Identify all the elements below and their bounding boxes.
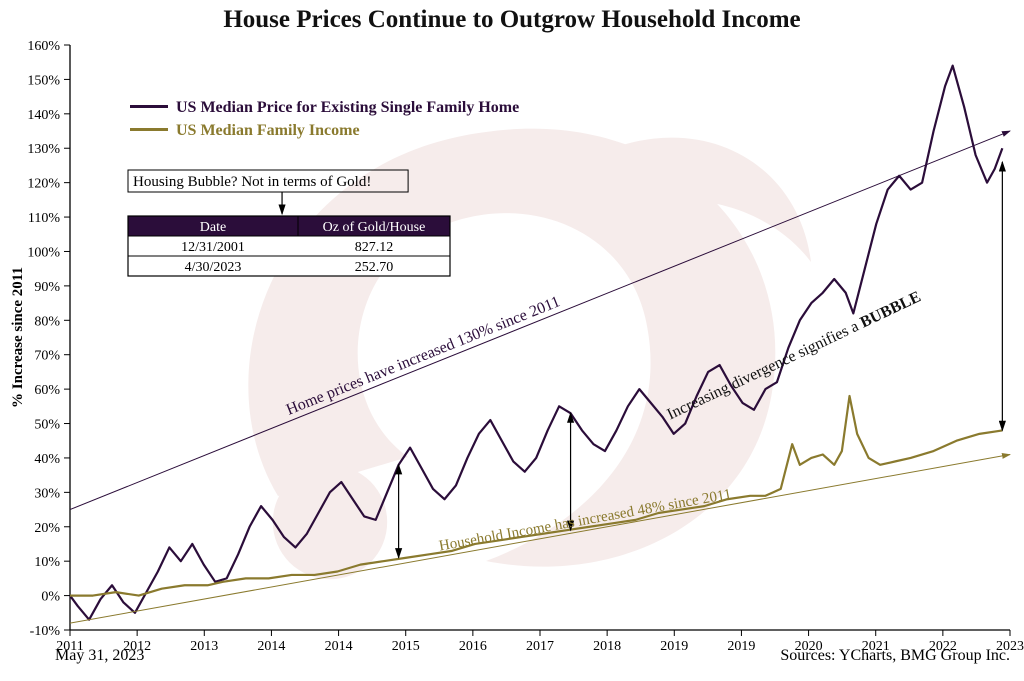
y-tick-label: 130% xyxy=(27,142,60,157)
x-tick-label: 2017 xyxy=(526,639,554,654)
x-tick-label: 2014 xyxy=(325,639,353,654)
x-tick-label: 2019 xyxy=(660,639,688,654)
table-row xyxy=(128,236,450,256)
y-tick-label: 120% xyxy=(27,177,60,192)
x-tick-label: 2013 xyxy=(190,639,218,654)
y-tick-label: 110% xyxy=(28,211,60,226)
footer-sources: Sources: YCharts, BMG Group Inc. xyxy=(780,647,1010,664)
y-tick-label: 100% xyxy=(27,245,60,260)
y-tick-label: 60% xyxy=(34,383,60,398)
y-tick-label: 150% xyxy=(27,73,60,88)
y-tick-label: 160% xyxy=(27,39,60,54)
y-tick-label: 20% xyxy=(34,521,60,536)
table-cell: 4/30/2023 xyxy=(185,260,242,275)
table-cell: 12/31/2001 xyxy=(181,240,245,255)
y-tick-label: 30% xyxy=(34,486,60,501)
y-axis-label: % Increase since 2011 xyxy=(10,267,26,408)
x-tick-label: 2016 xyxy=(459,639,487,654)
footer-date: May 31, 2023 xyxy=(55,647,144,664)
x-tick-label: 2015 xyxy=(392,639,420,654)
table-cell: 827.12 xyxy=(355,240,394,255)
watermark xyxy=(248,129,811,580)
x-tick-label: 2019 xyxy=(727,639,755,654)
y-tick-label: 40% xyxy=(34,452,60,467)
y-tick-label: 140% xyxy=(27,108,60,123)
y-tick-label: 70% xyxy=(34,349,60,364)
legend-label: US Median Family Income xyxy=(176,122,360,139)
y-tick-label: 0% xyxy=(41,590,60,605)
legend-label: US Median Price for Existing Single Fami… xyxy=(176,99,519,116)
y-tick-label: -10% xyxy=(30,624,61,639)
table-row xyxy=(128,256,450,276)
y-tick-label: 10% xyxy=(34,555,60,570)
y-tick-label: 90% xyxy=(34,280,60,295)
table-col-header: Date xyxy=(200,220,226,235)
y-tick-label: 50% xyxy=(34,418,60,433)
callout-text: Housing Bubble? Not in terms of Gold! xyxy=(133,174,371,190)
trend-income_trend xyxy=(70,455,1010,624)
x-tick-label: 2014 xyxy=(257,639,285,654)
chart-canvas: -10% 0% 10% 20% 30% 40% 50% 60% 70% 80% 90% 100% 110… xyxy=(0,0,1024,681)
y-tick-label: 80% xyxy=(34,314,60,329)
x-tick-label: 2018 xyxy=(593,639,621,654)
table-cell: 252.70 xyxy=(355,260,394,275)
legend-swatch xyxy=(130,105,168,108)
table-col-header: Oz of Gold/House xyxy=(323,220,426,235)
legend-swatch xyxy=(130,128,168,131)
